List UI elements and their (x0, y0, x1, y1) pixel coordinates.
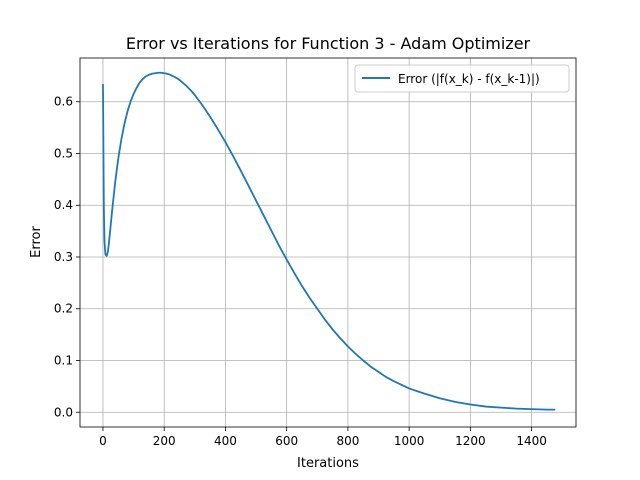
y-axis-label: Error (29, 226, 44, 258)
x-tick-label: 0 (99, 434, 107, 448)
series-layer (102, 71, 556, 411)
y-tick-label: 0.4 (54, 198, 73, 212)
plot-frame (79, 57, 577, 428)
x-tick-label: 1000 (394, 434, 425, 448)
y-tick-label: 0.3 (54, 250, 73, 264)
x-tick-label: 200 (153, 434, 176, 448)
x-tick-label: 600 (275, 434, 298, 448)
series-line-0 (102, 71, 556, 411)
x-axis-ticks: 0 200 400 600 800 1000 1200 1400 (99, 427, 547, 448)
x-tick-label: 800 (336, 434, 359, 448)
x-tick-label: 1200 (455, 434, 486, 448)
legend-entry-label: Error (|f(x_k) - f(x_k-1)|) (398, 72, 540, 86)
legend-box (354, 64, 570, 93)
y-tick-label: 0.6 (54, 95, 73, 109)
y-tick-label: 0.0 (54, 405, 73, 419)
x-axis-label: Iterations (297, 456, 359, 471)
x-tick-label: 400 (214, 434, 237, 448)
x-tick-label: 1400 (516, 434, 547, 448)
y-tick-label: 0.1 (54, 353, 73, 367)
chart-title: Error vs Iterations for Function 3 - Ada… (126, 34, 531, 53)
grid-lines (80, 58, 576, 427)
y-tick-label: 0.2 (54, 302, 73, 316)
y-tick-label: 0.5 (54, 146, 73, 160)
y-axis-ticks: 0.0 0.1 0.2 0.3 0.4 0.5 0.6 (54, 95, 80, 419)
legend: Error (|f(x_k) - f(x_k-1)|) (354, 64, 570, 93)
